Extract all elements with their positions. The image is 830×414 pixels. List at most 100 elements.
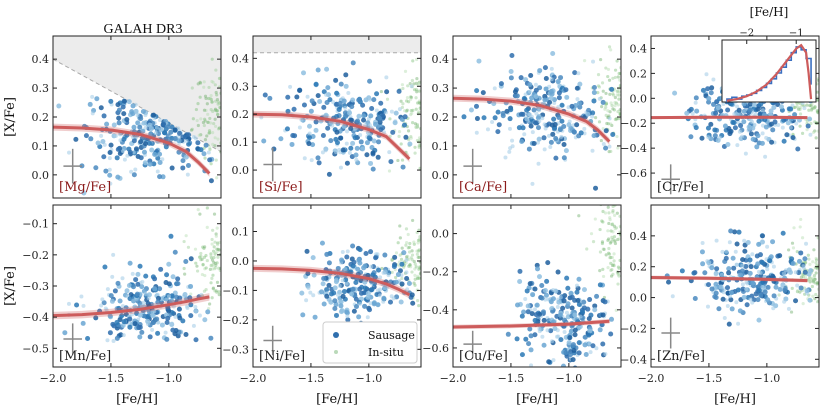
sausage-point xyxy=(492,115,498,121)
insitu-point xyxy=(418,266,421,270)
insitu-point xyxy=(418,235,421,239)
sausage-point xyxy=(207,157,213,163)
sausage-point xyxy=(114,335,120,341)
insitu-point xyxy=(215,93,219,97)
sausage-point xyxy=(590,148,595,153)
insitu-point xyxy=(613,100,617,105)
sausage-point xyxy=(141,300,146,305)
sausage-point xyxy=(202,317,208,323)
insitu-point xyxy=(390,270,394,274)
insitu-point xyxy=(413,151,417,155)
sausage-point xyxy=(403,134,409,140)
insitu-point xyxy=(183,272,187,276)
element-label-mnfe: [Mn/Fe] xyxy=(59,349,111,364)
insitu-point xyxy=(211,80,215,84)
insitu-point xyxy=(809,104,813,108)
sausage-point xyxy=(157,118,162,123)
sausage-point xyxy=(741,119,747,125)
sausage-point xyxy=(118,138,123,143)
ytick-label: 0.0 xyxy=(232,164,250,177)
sausage-point xyxy=(693,125,699,131)
insitu-point xyxy=(388,117,392,121)
insitu-point xyxy=(803,261,808,265)
sausage-point xyxy=(400,164,406,170)
sausage-point xyxy=(548,95,554,101)
insitu-point xyxy=(409,134,413,139)
sausage-point xyxy=(382,285,388,291)
insitu-point xyxy=(613,226,617,231)
insitu-point xyxy=(418,166,421,170)
sausage-point xyxy=(116,120,122,126)
sausage-point xyxy=(764,135,769,140)
insitu-point xyxy=(795,290,800,294)
sausage-point xyxy=(284,126,290,132)
insitu-point xyxy=(208,97,212,101)
sausage-point xyxy=(592,307,598,313)
sausage-point xyxy=(728,228,734,234)
sausage-point xyxy=(530,292,536,298)
insitu-point xyxy=(606,122,611,126)
insitu-point xyxy=(589,232,594,236)
insitu-point xyxy=(796,107,801,111)
sausage-point xyxy=(133,146,139,152)
insitu-point xyxy=(413,283,417,287)
insitu-point xyxy=(810,102,814,106)
insitu-point xyxy=(614,308,618,312)
sausage-point xyxy=(580,309,586,315)
sausage-point xyxy=(778,104,784,110)
sausage-point xyxy=(165,136,171,142)
insitu-point xyxy=(215,226,219,230)
sausage-point xyxy=(382,130,387,135)
insitu-point xyxy=(205,134,209,138)
insitu-point xyxy=(209,263,213,268)
sausage-point xyxy=(771,306,776,311)
sausage-point xyxy=(771,264,776,269)
sausage-point xyxy=(560,363,566,367)
sausage-point xyxy=(160,157,165,162)
sausage-point xyxy=(543,75,549,81)
sausage-point xyxy=(581,287,587,293)
insitu-point xyxy=(398,236,402,240)
sausage-point xyxy=(129,141,134,146)
insitu-point xyxy=(609,101,613,105)
sausage-point xyxy=(150,327,155,332)
sausage-point xyxy=(527,281,533,287)
sausage-point xyxy=(527,82,533,88)
insitu-point xyxy=(598,227,602,232)
insitu-point xyxy=(815,300,819,304)
sausage-point xyxy=(704,72,709,77)
insitu-point xyxy=(218,106,221,110)
insitu-point xyxy=(202,108,207,112)
insitu-point xyxy=(810,284,814,289)
sausage-point xyxy=(713,290,719,296)
sausage-point xyxy=(376,267,382,273)
sausage-point xyxy=(375,302,381,308)
insitu-point xyxy=(208,145,212,150)
insitu-point xyxy=(615,93,619,97)
sausage-point xyxy=(709,265,715,271)
sausage-point xyxy=(334,113,340,119)
sausage-point xyxy=(542,147,547,152)
insitu-point xyxy=(202,289,207,293)
sausage-point xyxy=(542,65,548,71)
sausage-point xyxy=(332,305,338,311)
sausage-point xyxy=(572,327,578,333)
sausage-point xyxy=(750,125,756,131)
insitu-point xyxy=(813,105,817,109)
inset-xtick-label: −2 xyxy=(739,28,754,39)
sausage-point xyxy=(543,126,548,131)
insitu-point xyxy=(609,255,613,260)
sausage-point xyxy=(586,107,592,113)
sausage-point xyxy=(323,112,329,118)
insitu-point xyxy=(396,158,400,163)
sausage-point xyxy=(111,338,116,343)
sausage-point xyxy=(168,129,174,135)
sausage-point xyxy=(134,291,140,297)
insitu-point xyxy=(598,269,602,273)
sausage-point xyxy=(332,285,338,291)
insitu-point xyxy=(816,77,819,81)
insitu-point xyxy=(410,253,415,257)
sausage-point xyxy=(188,256,194,262)
sausage-point xyxy=(383,110,388,115)
